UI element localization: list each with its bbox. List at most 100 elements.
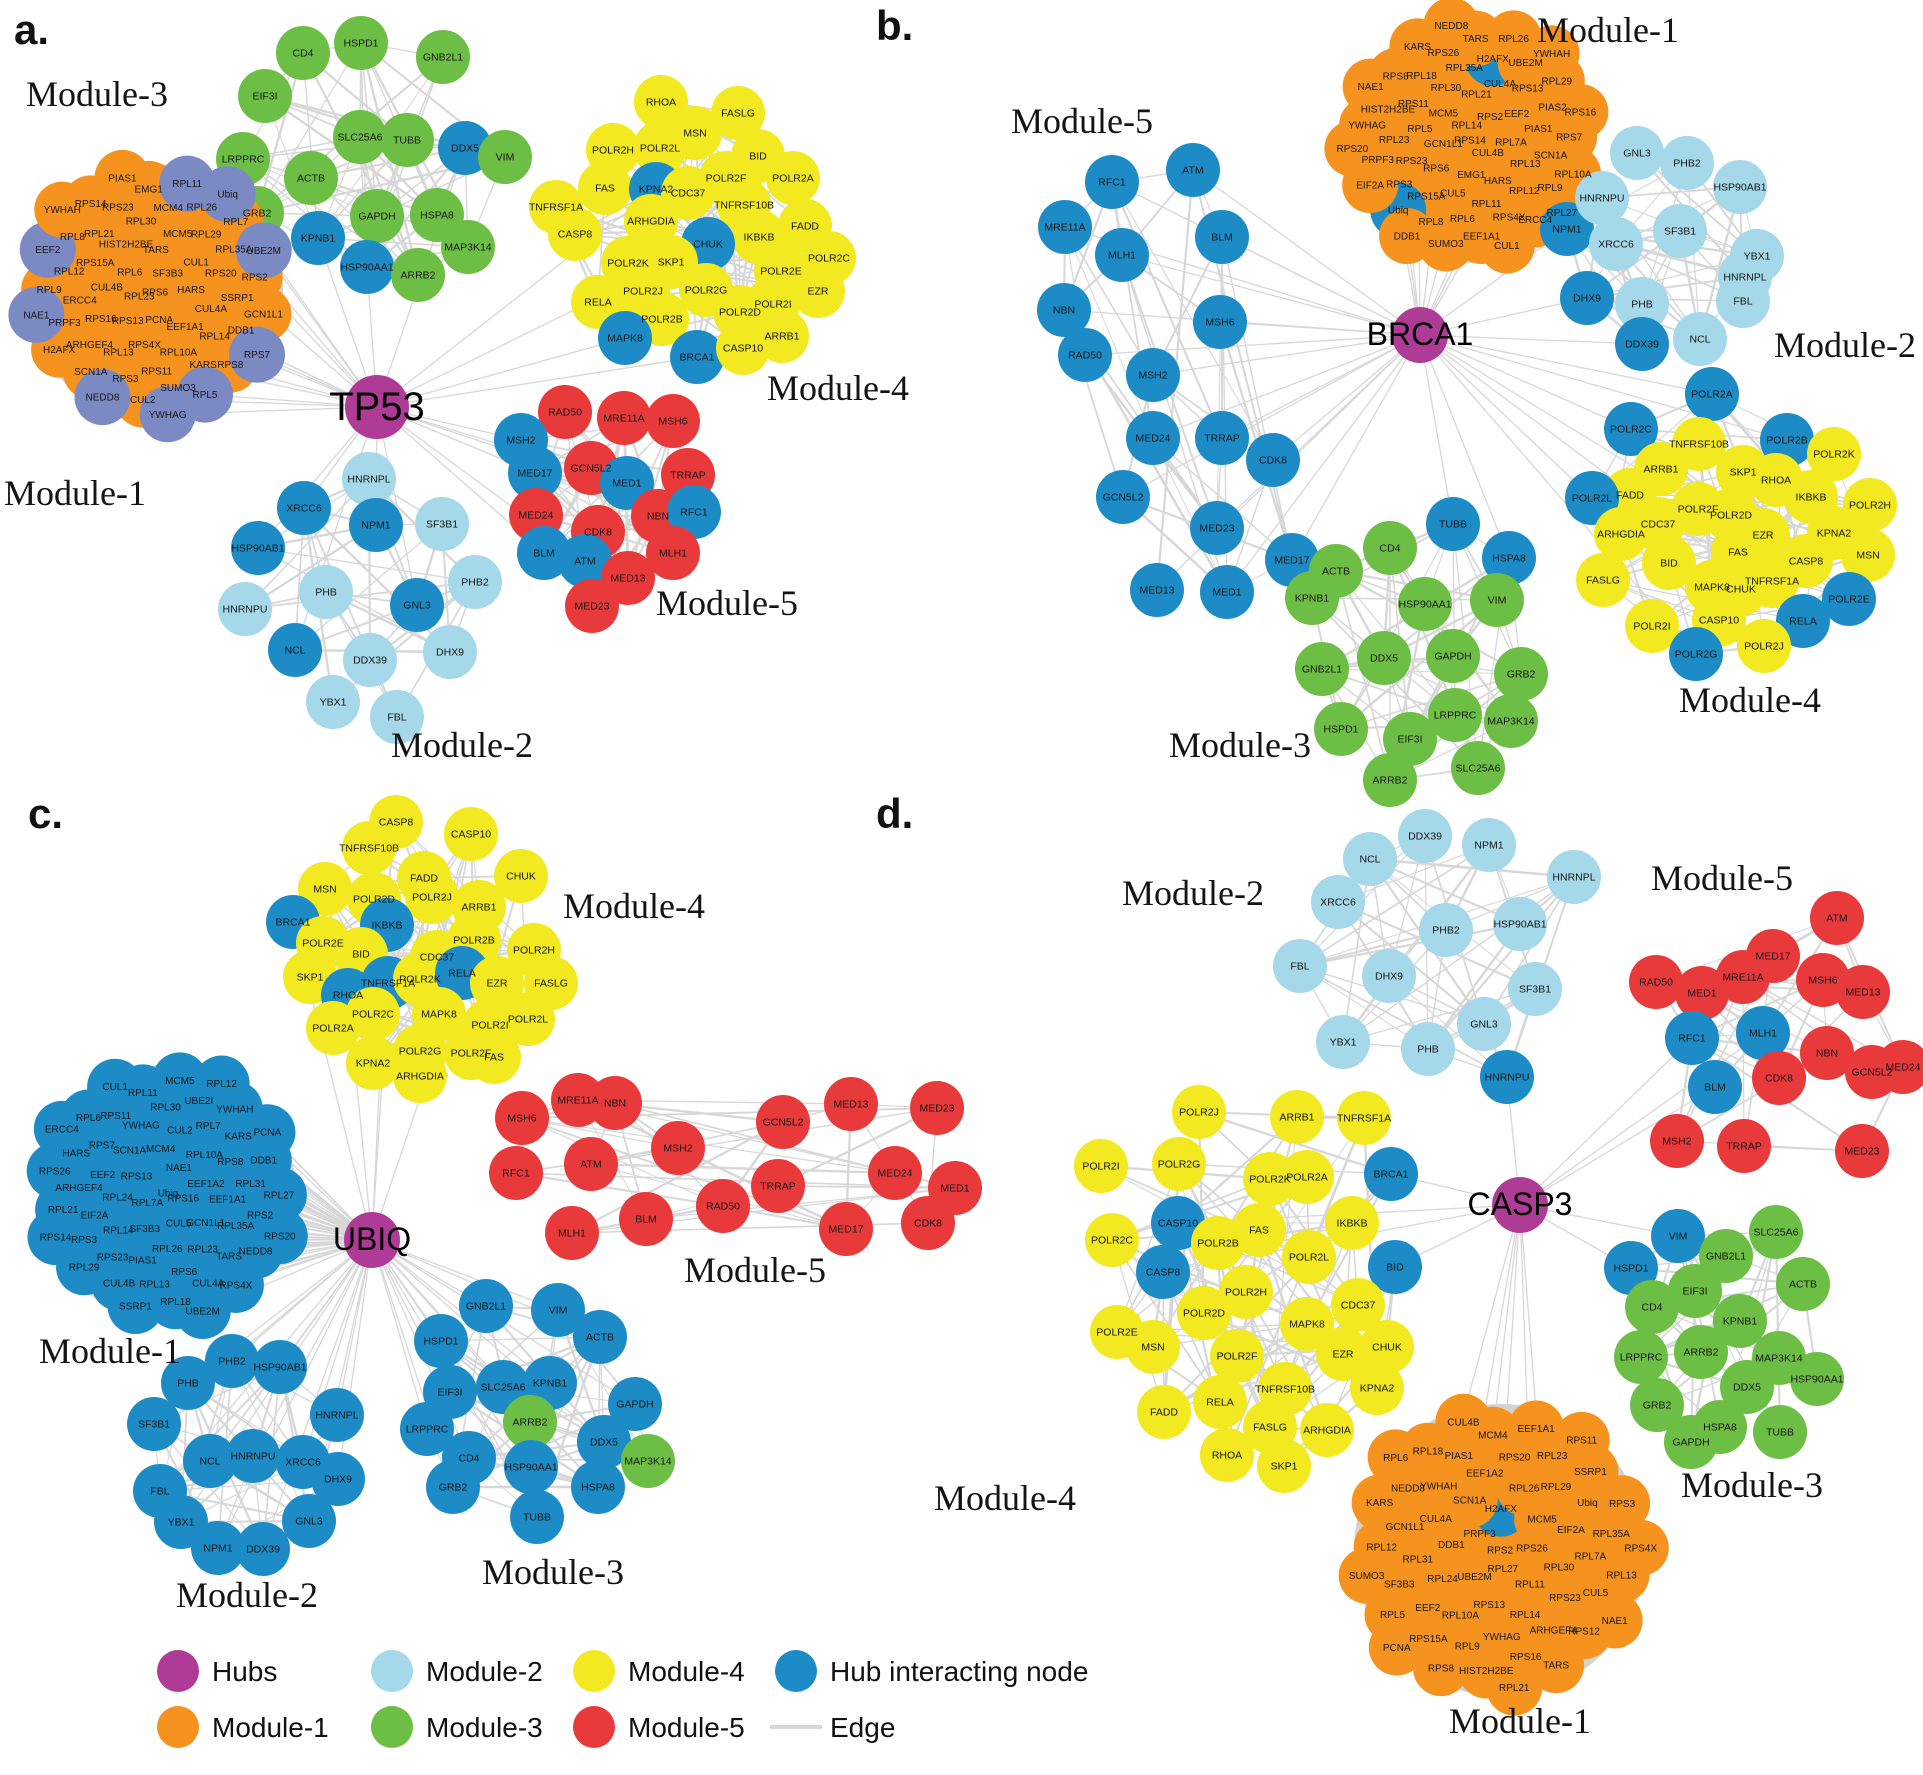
node-MRE11A [597, 391, 651, 445]
node-DHX9 [311, 1452, 365, 1506]
node-RFC1 [1085, 155, 1139, 209]
panel-letter: d. [876, 790, 913, 837]
module-name-label: Module-5 [656, 583, 798, 623]
node-HSP90AB1 [1493, 897, 1547, 951]
node-MED13 [824, 1077, 878, 1131]
node-RAD50 [1629, 955, 1683, 1009]
node-ARRB2 [503, 1395, 557, 1449]
node-EIF3I [1383, 712, 1437, 766]
edge [1335, 570, 1391, 781]
nodes [1037, 0, 1897, 807]
node-EZR [470, 956, 524, 1010]
hub-edge [1419, 334, 1632, 430]
hub-edge [376, 406, 418, 606]
node-YWHAH [1523, 25, 1580, 82]
edge [1340, 673, 1522, 730]
node-ERCC4 [33, 1100, 90, 1157]
hub-node-TP53 [345, 375, 409, 439]
module-name-label: Module-5 [1651, 858, 1793, 898]
node-CASP10 [1151, 1196, 1205, 1250]
node-MED24 [868, 1146, 922, 1200]
node-GRB2 [1494, 647, 1548, 701]
node-GCN5L2 [1096, 470, 1150, 524]
node-HSP90AA1 [504, 1440, 558, 1494]
node-POLR2C [1085, 1213, 1139, 1267]
node-ARRB2 [1674, 1325, 1728, 1379]
node-RPL21 [1486, 1659, 1543, 1716]
node-GAPDH [1664, 1415, 1718, 1469]
nodes [26, 795, 982, 1576]
hub-edge [371, 1239, 428, 1430]
legend-swatch [573, 1706, 615, 1748]
hub-edge [1419, 334, 1713, 395]
node-MSH6 [495, 1091, 549, 1145]
node-HSPA8 [1482, 531, 1536, 585]
edge [1676, 976, 1744, 1142]
node-POLR2C [1604, 402, 1658, 456]
edge [294, 523, 443, 651]
node-MAPK8 [598, 311, 652, 365]
node-GAPDH [608, 1377, 662, 1431]
node-GNL3 [1457, 997, 1511, 1051]
node-MLH1 [1736, 1006, 1790, 1060]
edge [1152, 437, 1293, 561]
node-EEF1A1 [1508, 1400, 1565, 1457]
node-FADD [1137, 1385, 1191, 1439]
node-KPNB1 [1285, 571, 1339, 625]
node-ACTB [284, 151, 338, 205]
hub-label: UBIQ [333, 1221, 411, 1257]
node-MCM5 [151, 1052, 208, 1109]
node-FBL [1716, 274, 1770, 328]
hub-node-BRCA1 [1392, 307, 1448, 363]
node-MED23 [1190, 501, 1244, 555]
node-NAE1 [8, 286, 65, 343]
node-PHB [299, 565, 353, 619]
edge [1111, 181, 1274, 461]
node-DHX9 [1560, 271, 1614, 325]
node-POLR2J [1737, 619, 1791, 673]
hub-edge [1419, 228, 1568, 336]
node-MSH6 [1193, 295, 1247, 349]
node-KPNB1 [1713, 1294, 1767, 1348]
legend-edge: Edge [770, 1712, 895, 1743]
node-GNB2L1 [416, 30, 470, 84]
edge [1299, 965, 1508, 1078]
legend-swatch [157, 1650, 199, 1692]
edge [590, 1162, 896, 1175]
node-NCL [1673, 312, 1727, 366]
edge [244, 581, 476, 610]
edge [515, 1171, 724, 1208]
node-VIM [478, 130, 532, 184]
edge [521, 1117, 724, 1207]
node-MSH2 [1126, 348, 1180, 402]
node-HSP90AA1 [340, 240, 394, 294]
node-POLR2A [766, 151, 820, 205]
node-POLR2L [1565, 471, 1619, 525]
edge [1321, 668, 1522, 675]
hub-edge [1219, 321, 1421, 336]
node-RPS8 [1412, 1640, 1469, 1697]
node-POLR2A [1280, 1150, 1334, 1204]
module-name-label: Module-3 [26, 74, 168, 114]
node-HNRNPL [1547, 850, 1601, 904]
legend-hubs: Hubs [157, 1650, 277, 1692]
node-MED1 [1200, 565, 1254, 619]
node-HSPD1 [1314, 702, 1368, 756]
node-FAS [1232, 1203, 1286, 1257]
node-RPS14 [27, 1209, 84, 1266]
edge [257, 547, 451, 653]
node-CD4 [1363, 521, 1417, 575]
node-CDC37 [661, 166, 715, 220]
node-CHUK [1360, 1320, 1414, 1374]
node-KARS [1351, 1474, 1408, 1531]
edge [1299, 844, 1490, 967]
node-POLR2B [1191, 1216, 1245, 1270]
node-SF3B1 [127, 1397, 181, 1451]
node-TUBB [510, 1490, 564, 1544]
node-CASP8 [548, 207, 602, 261]
node-GNL3 [390, 578, 444, 632]
edge [1152, 437, 1228, 593]
node-POLR2G [1669, 627, 1723, 681]
